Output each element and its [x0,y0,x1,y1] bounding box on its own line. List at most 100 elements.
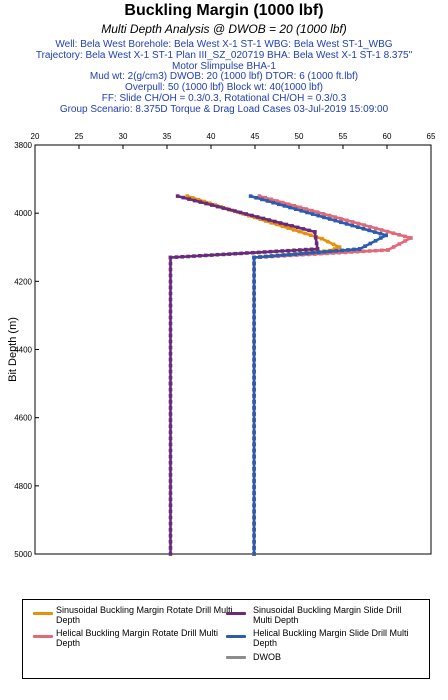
series-point-2 [292,248,296,253]
series-point-2 [168,309,173,314]
y-tick-label: 4800 [14,482,32,491]
series-point-2 [168,473,173,477]
series-point-3 [286,202,291,206]
series-point-2 [192,198,197,203]
series-point-1 [286,226,290,230]
series-point-2 [273,219,277,224]
series-point-4 [252,255,256,260]
series-point-4 [252,515,256,520]
series-point-3 [298,205,302,210]
series-point-3 [391,231,396,235]
series-point-2 [313,230,317,234]
series-point-4 [252,442,256,447]
series-point-3 [257,194,262,198]
info-line-well: Well: Bela West Borehole: Bela West X-1 … [55,39,393,50]
series-point-4 [305,251,309,255]
series-point-2 [168,333,173,338]
series-point-2 [307,228,311,233]
series-point-1 [264,219,268,223]
series-point-4 [299,209,304,213]
series-point-4 [252,279,256,284]
series-point-2 [210,203,214,207]
series-point-2 [168,503,173,508]
info-line-overpull: Overpull: 50 (1000 lbf) Block wt: 40(100… [125,82,323,94]
series-point-4 [334,249,339,253]
series-point-4 [281,253,286,257]
series-point-4 [252,467,256,471]
series-point-4 [252,351,256,356]
series-point-1 [325,239,330,244]
series-point-1 [275,222,279,227]
x-tick-label: 40 [207,132,216,141]
series-point-1 [308,233,313,237]
legend-swatch [33,612,53,615]
series-point-2 [168,273,173,278]
series-point-4 [352,247,356,252]
series-point-2 [168,357,173,362]
series-point-2 [168,345,173,350]
series-point-3 [355,249,360,254]
series-point-2 [168,291,173,296]
series-point-2 [221,206,226,210]
series-point-1 [320,236,324,241]
series-point-4 [328,249,333,254]
info-line-bha: Motor Slimpulse BHA-1 [172,60,276,72]
series-point-4 [252,406,256,410]
series-point-2 [168,267,173,272]
legend-swatch [226,656,246,659]
series-point-2 [244,212,248,216]
series-point-2 [168,546,173,550]
series-point-4 [252,400,256,404]
x-tick-label: 60 [383,132,392,141]
series-point-1 [258,217,262,221]
y-tick-label: 3800 [14,141,32,150]
series-point-2 [227,252,232,256]
series-point-2 [233,251,237,256]
series-point-1 [337,245,342,249]
legend-label: Helical Buckling Margin Rotate Drill Mul… [56,628,219,648]
series-point-2 [168,509,173,514]
series-point-2 [227,207,231,212]
series-point-2 [168,315,173,320]
series-point-4 [252,552,256,556]
series-point-4 [252,485,256,489]
series-point-1 [297,229,302,234]
x-tick-label: 25 [75,132,84,141]
series-point-2 [186,254,190,259]
series-point-3 [269,197,273,202]
y-axis-label: Bit Depth (m) [7,317,19,382]
series-point-4 [340,248,344,253]
series-point-3 [321,212,326,216]
series-point-4 [252,533,256,538]
series-point-4 [379,236,383,240]
series-point-2 [313,235,318,240]
series-point-2 [315,247,320,251]
series-point-3 [304,207,308,211]
x-tick-label: 50 [295,132,304,141]
series-point-2 [168,485,173,489]
series-point-2 [301,227,306,231]
series-point-2 [215,204,220,209]
series-point-4 [293,252,297,256]
series-point-2 [280,249,284,253]
series-point-2 [168,369,173,374]
series-point-4 [299,251,303,256]
series-point-4 [269,254,274,258]
series-point-2 [251,250,255,255]
series-point-2 [262,250,267,254]
series-point-3 [339,216,343,221]
series-point-4 [363,244,367,248]
series-point-4 [252,527,256,532]
series-point-4 [322,215,326,220]
series-point-2 [298,248,302,252]
series-point-4 [252,546,256,550]
series-point-2 [284,222,288,227]
series-point-2 [175,194,180,198]
series-point-2 [180,255,185,259]
series-point-2 [309,247,314,252]
series-point-3 [374,226,378,231]
series-point-4 [310,212,315,216]
series-point-4 [252,327,256,332]
series-point-3 [409,236,413,240]
series-point-4 [305,210,309,215]
